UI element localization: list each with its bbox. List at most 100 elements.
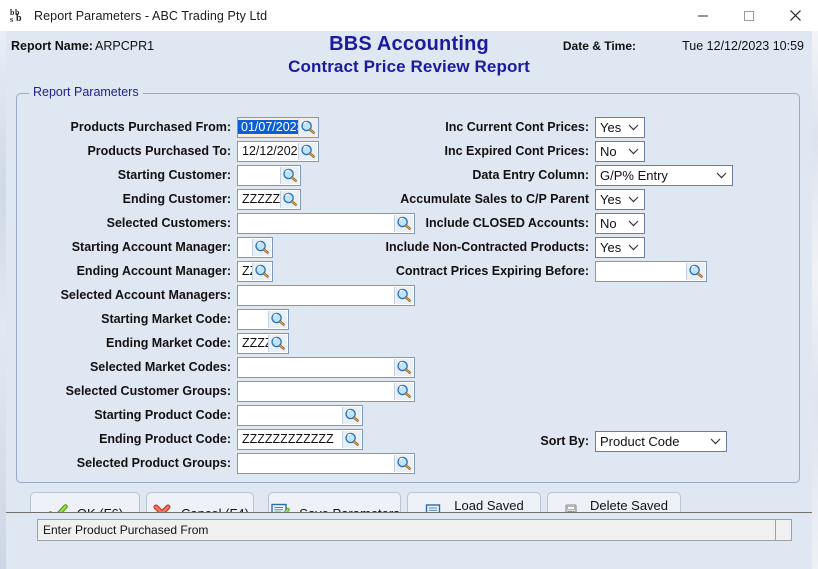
field-row-products-purchased-to: Products Purchased To: 12/12/2023 [17, 140, 319, 162]
label-ending-market-code: Ending Market Code: [105, 336, 231, 350]
lookup-magnifier-icon[interactable] [342, 406, 361, 424]
chevron-down-icon [716, 166, 727, 185]
label-ending-customer: Ending Customer: [122, 192, 231, 206]
value-accumulate-sales-to-cp-parent: Yes [600, 191, 622, 207]
lookup-magnifier-icon[interactable] [298, 118, 317, 136]
sort-by-select[interactable]: Product Code [595, 430, 727, 452]
groupbox-legend: Report Parameters [29, 85, 143, 99]
field-row-include-closed-accounts: Include CLOSED Accounts: No [385, 212, 645, 234]
value-products-purchased-from: 01/07/2023 [238, 120, 305, 134]
field-row-contract-prices-expiring-before: Contract Prices Expiring Before: [385, 260, 707, 282]
page-title: BBS Accounting Contract Price Review Rep… [6, 32, 812, 78]
field-row-starting-market-code: Starting Market Code: [17, 308, 289, 330]
lookup-magnifier-icon[interactable] [394, 286, 413, 304]
label-contract-prices-expiring-before: Contract Prices Expiring Before: [395, 264, 589, 278]
status-message-panel: Enter Product Purchased From [37, 519, 792, 541]
page-title-line2: Contract Price Review Report [288, 57, 530, 76]
input-selected-customer-groups[interactable] [237, 380, 415, 402]
status-message: Enter Product Purchased From [43, 523, 209, 537]
lookup-magnifier-icon[interactable] [268, 310, 287, 328]
chevron-down-icon [628, 214, 639, 233]
lookup-magnifier-icon[interactable] [252, 262, 271, 280]
value-data-entry-column: G/P% Entry [600, 167, 668, 183]
lookup-magnifier-icon[interactable] [280, 190, 299, 208]
label-starting-market-code: Starting Market Code: [101, 312, 231, 326]
report-name-value: ARPCPR1 [95, 39, 155, 53]
label-selected-account-managers: Selected Account Managers: [60, 288, 231, 302]
close-icon[interactable] [772, 0, 818, 31]
lookup-magnifier-icon[interactable] [394, 454, 413, 472]
lookup-magnifier-icon[interactable] [686, 262, 705, 280]
input-ending-customer[interactable]: ZZZZZZ [237, 188, 301, 210]
field-row-inc-expired-cont-prices: Inc Expired Cont Prices: No [385, 140, 645, 162]
field-row-accumulate-sales-to-cp-parent: Accumulate Sales to C/P Parent Yes [385, 188, 645, 210]
label-data-entry-column: Data Entry Column: [472, 168, 589, 182]
report-name-label: Report Name: [11, 39, 93, 53]
label-starting-customer: Starting Customer: [117, 168, 231, 182]
minimize-icon[interactable] [680, 0, 726, 31]
obscured-background-row [37, 557, 792, 569]
status-right-cell [775, 520, 791, 540]
select-include-closed-accounts[interactable]: No [595, 212, 645, 234]
input-selected-customers[interactable] [237, 212, 415, 234]
window-controls [680, 0, 818, 31]
select-include-non-contracted-products[interactable]: Yes [595, 236, 645, 258]
label-inc-expired-cont-prices: Inc Expired Cont Prices: [444, 144, 589, 158]
input-ending-product-code[interactable]: ZZZZZZZZZZZZ [237, 428, 363, 450]
sort-by-label: Sort By: [540, 434, 589, 448]
report-parameters-groupbox: Report Parameters Products Purchased Fro… [16, 85, 800, 483]
label-include-non-contracted-products: Include Non-Contracted Products: [385, 240, 589, 254]
background-window-right-strip [812, 30, 818, 569]
lookup-magnifier-icon[interactable] [342, 430, 361, 448]
lookup-magnifier-icon[interactable] [298, 142, 317, 160]
field-row-sort-by: Sort By: Product Code [385, 430, 727, 452]
value-products-purchased-to: 12/12/2023 [242, 144, 305, 158]
field-row-data-entry-column: Data Entry Column: G/P% Entry [385, 164, 733, 186]
input-products-purchased-to[interactable]: 12/12/2023 [237, 140, 319, 162]
label-selected-market-codes: Selected Market Codes: [89, 360, 231, 374]
input-starting-product-code[interactable] [237, 404, 363, 426]
input-starting-customer[interactable] [237, 164, 301, 186]
label-selected-customers: Selected Customers: [106, 216, 231, 230]
select-data-entry-column[interactable]: G/P% Entry [595, 164, 733, 186]
bbs-logo-icon: b b s b [10, 8, 26, 24]
field-row-selected-market-codes: Selected Market Codes: [17, 356, 415, 378]
select-accumulate-sales-to-cp-parent[interactable]: Yes [595, 188, 645, 210]
input-starting-market-code[interactable] [237, 308, 289, 330]
label-starting-account-manager: Starting Account Manager: [71, 240, 231, 254]
input-starting-account-manager[interactable] [237, 236, 273, 258]
input-selected-account-managers[interactable] [237, 284, 415, 306]
svg-text:b: b [15, 8, 20, 17]
lookup-magnifier-icon[interactable] [280, 166, 299, 184]
field-row-ending-customer: Ending Customer: ZZZZZZ [17, 188, 301, 210]
field-row-include-non-contracted-products: Include Non-Contracted Products: Yes [385, 236, 645, 258]
input-ending-market-code[interactable]: ZZZZ [237, 332, 289, 354]
field-row-ending-market-code: Ending Market Code: ZZZZ [17, 332, 289, 354]
lookup-magnifier-icon[interactable] [394, 358, 413, 376]
field-row-starting-account-manager: Starting Account Manager: [17, 236, 273, 258]
lookup-magnifier-icon[interactable] [394, 382, 413, 400]
lookup-magnifier-icon[interactable] [252, 238, 271, 256]
input-ending-account-manager[interactable]: ZZ [237, 260, 273, 282]
value-ending-market-code: ZZZZ [242, 336, 273, 350]
maximize-icon[interactable] [726, 0, 772, 31]
label-selected-customer-groups: Selected Customer Groups: [65, 384, 231, 398]
select-inc-expired-cont-prices[interactable]: No [595, 140, 645, 162]
lookup-magnifier-icon[interactable] [268, 334, 287, 352]
field-row-starting-customer: Starting Customer: [17, 164, 301, 186]
select-inc-current-cont-prices[interactable]: Yes [595, 116, 645, 138]
lookup-magnifier-icon[interactable] [394, 214, 413, 232]
field-row-selected-customer-groups: Selected Customer Groups: [17, 380, 415, 402]
input-products-purchased-from[interactable]: 01/07/2023 [237, 116, 319, 138]
label-inc-current-cont-prices: Inc Current Cont Prices: [445, 120, 589, 134]
label-ending-account-manager: Ending Account Manager: [76, 264, 231, 278]
value-ending-product-code: ZZZZZZZZZZZZ [242, 432, 334, 446]
field-row-ending-product-code: Ending Product Code: ZZZZZZZZZZZZ [17, 428, 363, 450]
input-contract-prices-expiring-before[interactable] [595, 260, 707, 282]
input-selected-product-groups[interactable] [237, 452, 415, 474]
input-selected-market-codes[interactable] [237, 356, 415, 378]
field-row-selected-account-managers: Selected Account Managers: [17, 284, 415, 306]
svg-text:b: b [10, 8, 15, 17]
field-row-starting-product-code: Starting Product Code: [17, 404, 363, 426]
